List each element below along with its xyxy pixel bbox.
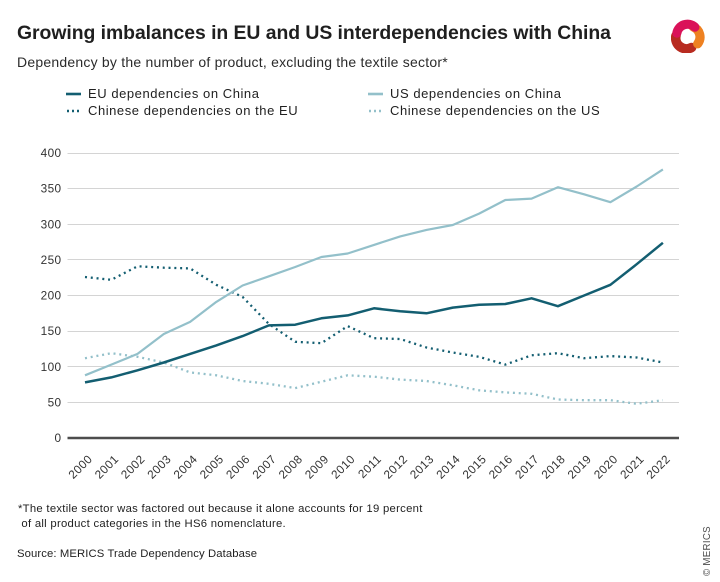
- svg-text:2005: 2005: [197, 452, 227, 482]
- svg-text:300: 300: [41, 217, 62, 231]
- svg-text:150: 150: [41, 324, 62, 338]
- svg-text:2006: 2006: [223, 452, 253, 482]
- svg-text:2022: 2022: [643, 452, 673, 482]
- svg-text:250: 250: [41, 253, 62, 267]
- svg-text:2016: 2016: [486, 452, 516, 482]
- svg-text:350: 350: [41, 182, 62, 196]
- svg-text:2017: 2017: [512, 452, 542, 482]
- svg-text:2014: 2014: [433, 452, 463, 482]
- svg-text:2012: 2012: [381, 452, 411, 482]
- svg-text:2015: 2015: [460, 452, 490, 482]
- svg-text:2000: 2000: [66, 452, 96, 482]
- svg-text:2002: 2002: [118, 452, 148, 482]
- svg-text:2001: 2001: [92, 452, 122, 482]
- svg-text:2021: 2021: [617, 452, 647, 482]
- svg-text:2013: 2013: [407, 452, 437, 482]
- svg-text:2019: 2019: [565, 452, 595, 482]
- svg-text:0: 0: [55, 431, 62, 445]
- svg-text:2008: 2008: [276, 452, 306, 482]
- svg-text:2003: 2003: [144, 452, 174, 482]
- svg-text:100: 100: [41, 360, 62, 374]
- svg-text:2011: 2011: [355, 452, 384, 481]
- svg-text:2020: 2020: [591, 452, 621, 482]
- svg-text:400: 400: [41, 146, 62, 160]
- svg-text:50: 50: [48, 396, 62, 410]
- svg-text:2010: 2010: [328, 452, 358, 482]
- svg-text:2007: 2007: [249, 452, 279, 482]
- svg-text:200: 200: [41, 289, 62, 303]
- svg-text:2004: 2004: [171, 452, 201, 482]
- svg-text:2009: 2009: [302, 452, 332, 482]
- svg-text:2018: 2018: [538, 452, 568, 482]
